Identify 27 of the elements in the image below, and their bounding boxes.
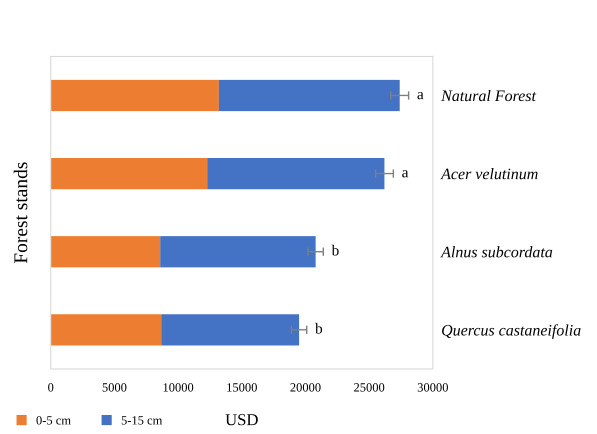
annotation: b xyxy=(315,322,322,334)
x-tick-label: 25000 xyxy=(354,383,384,392)
bar xyxy=(50,236,160,268)
x-tick-label: 20000 xyxy=(290,383,321,392)
x-tick-label: 30000 xyxy=(418,383,448,392)
bar xyxy=(50,314,162,346)
annotation: a xyxy=(417,92,424,100)
bar xyxy=(160,236,316,268)
x-axis-title: USD xyxy=(225,414,258,426)
y-tick-label: Acer velutinum xyxy=(440,168,538,180)
y-tick-label: Natural Forest xyxy=(441,90,536,102)
y-axis-title: Forest stands xyxy=(14,162,28,264)
x-tick-label: 0 xyxy=(48,383,54,392)
y-tick-label: Quercus castaneifolia xyxy=(442,324,581,339)
bar xyxy=(207,158,384,190)
annotation: a xyxy=(402,170,408,178)
x-tick-label: 5000 xyxy=(102,383,126,392)
bar xyxy=(50,158,208,190)
annotation: b xyxy=(332,244,339,256)
bar xyxy=(50,80,219,112)
legend-label: 5-15 cm xyxy=(122,416,162,425)
y-tick-label: Alnus subcordata xyxy=(440,246,552,258)
x-tick-label: 15000 xyxy=(227,383,257,392)
bar xyxy=(218,80,400,112)
bar xyxy=(162,314,300,346)
legend-label: 0-5 cm xyxy=(36,416,71,425)
x-tick-label: 10000 xyxy=(164,383,194,392)
